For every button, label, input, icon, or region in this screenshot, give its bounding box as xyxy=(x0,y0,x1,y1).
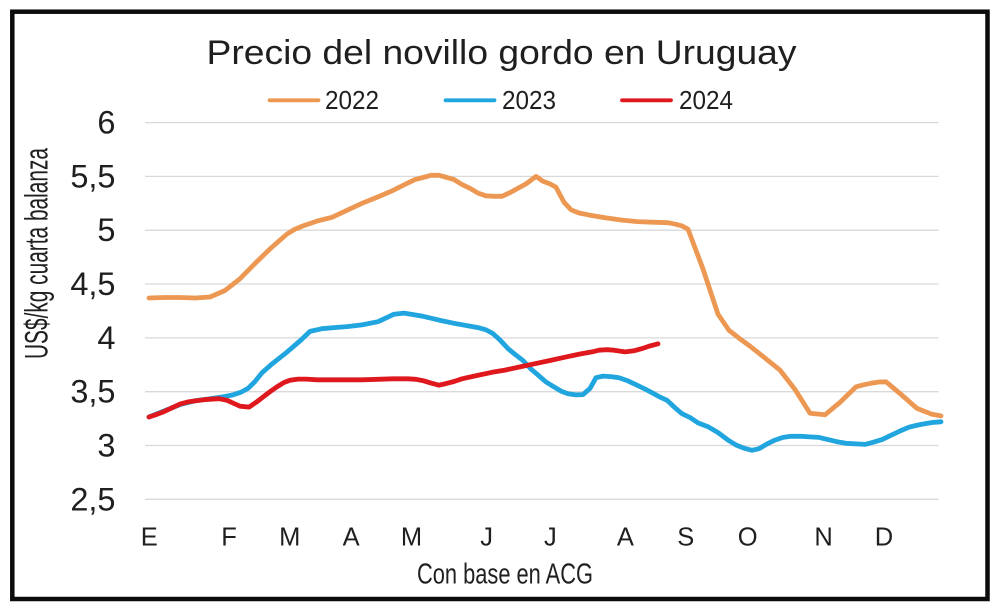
svg-text:O: O xyxy=(738,523,758,551)
svg-text:F: F xyxy=(221,523,237,551)
svg-text:2022: 2022 xyxy=(325,87,379,115)
svg-text:2,5: 2,5 xyxy=(70,481,115,517)
svg-text:4,5: 4,5 xyxy=(70,266,115,302)
svg-text:N: N xyxy=(814,523,832,551)
svg-text:3,5: 3,5 xyxy=(70,374,115,410)
svg-text:3: 3 xyxy=(97,428,115,464)
svg-text:S: S xyxy=(677,523,694,551)
svg-text:D: D xyxy=(875,523,893,551)
svg-text:M: M xyxy=(279,523,300,551)
svg-text:2024: 2024 xyxy=(679,87,733,115)
svg-text:5,5: 5,5 xyxy=(70,158,115,194)
svg-text:A: A xyxy=(617,523,634,551)
svg-text:4: 4 xyxy=(97,320,115,356)
svg-text:2023: 2023 xyxy=(502,87,556,115)
svg-text:6: 6 xyxy=(97,105,115,141)
svg-text:A: A xyxy=(343,523,360,551)
svg-text:5: 5 xyxy=(97,212,115,248)
svg-text:M: M xyxy=(401,523,422,551)
svg-text:E: E xyxy=(141,523,158,551)
svg-text:J: J xyxy=(544,523,557,551)
svg-text:Precio del novillo gordo en Ur: Precio del novillo gordo en Uruguay xyxy=(207,34,797,72)
svg-text:J: J xyxy=(480,523,493,551)
svg-text:US$/kg cuarta balanza: US$/kg cuarta balanza xyxy=(19,148,55,359)
svg-text:Con base en ACG: Con base en ACG xyxy=(417,559,593,591)
